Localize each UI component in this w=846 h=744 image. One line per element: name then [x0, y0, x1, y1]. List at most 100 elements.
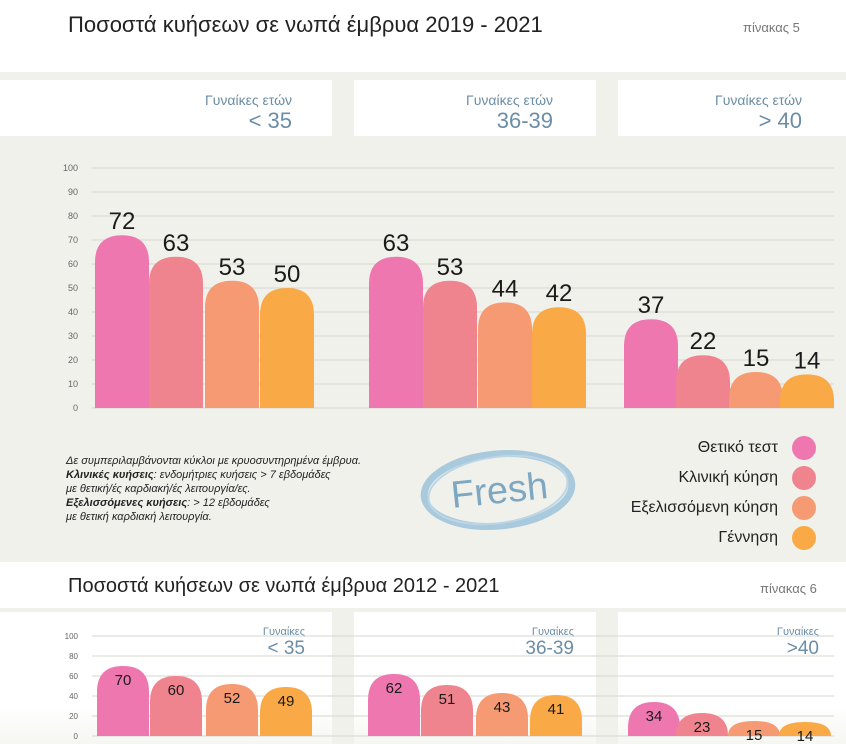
group-header-36-39: Γυναίκες ετών 36-39 [354, 80, 596, 136]
group-header-caption: Γυναίκες ετών [205, 92, 292, 108]
data-label: 34 [646, 708, 663, 725]
legend-label: Θετικό τεστ [697, 439, 778, 456]
group-header-over-40: Γυναίκες ετών > 40 [618, 80, 846, 136]
group-header-age: < 35 [267, 638, 305, 659]
y-tick-label: 80 [69, 652, 78, 661]
bar [676, 713, 728, 736]
bar [676, 355, 730, 408]
group-header-caption: Γυναίκες [262, 626, 305, 638]
bar [532, 307, 586, 408]
y-tick-label: 40 [69, 692, 78, 701]
chart-title: Ποσοστά κυήσεων σε νωπά έμβρυα 2012 - 20… [68, 575, 500, 597]
bar [628, 702, 680, 736]
chart-notes: Δε συμπεριλαμβάνονται κύκλοι με κρυοσυντ… [66, 454, 426, 524]
data-label: 53 [437, 254, 464, 281]
legend-swatch [792, 436, 816, 460]
y-tick-label: 70 [68, 235, 78, 245]
data-label: 37 [638, 292, 665, 319]
y-tick-label: 20 [68, 355, 78, 365]
data-label: 52 [224, 690, 241, 707]
note-clinical: Κλινικές κυήσεις: ενδομήτριες κυήσεις > … [66, 468, 426, 482]
bar [624, 319, 678, 408]
bar [95, 235, 149, 408]
data-label: 41 [548, 701, 565, 718]
chart-legend: Θετικό τεστ Κλινική κύηση Εξελισσόμενη κ… [560, 433, 816, 553]
legend-swatch [792, 496, 816, 520]
data-label: 15 [746, 727, 763, 744]
y-tick-label: 20 [69, 712, 78, 721]
bar [149, 256, 203, 408]
note-def: : > 12 εβδομάδες [187, 497, 270, 509]
note-term: Εξελισσόμενες κυήσεις [66, 497, 188, 509]
data-label: 63 [383, 230, 410, 257]
y-tick-label: 50 [68, 283, 78, 293]
y-tick-label: 60 [69, 672, 78, 681]
y-tick-label: 80 [68, 211, 78, 221]
group-header-caption: Γυναίκες ετών [466, 92, 553, 108]
data-label: 49 [278, 693, 295, 710]
note-def: : ενδομήτριες κυήσεις > 7 εβδομάδες [153, 469, 331, 481]
table-number: πίνακας 5 [743, 20, 800, 35]
group-header-caption: Γυναίκες [531, 626, 574, 638]
y-tick-label: 30 [68, 331, 78, 341]
note-line: με θετική/ές καρδιακή/ές λειτουργία/ες. [66, 483, 251, 495]
y-tick-label: 100 [65, 632, 79, 641]
legend-item-birth: Γέννηση [560, 523, 816, 553]
bar [368, 674, 420, 736]
y-tick-label: 90 [68, 187, 78, 197]
group-header-age: > 40 [758, 108, 802, 133]
legend-label: Εξελισσόμενη κύηση [630, 499, 778, 516]
data-label: 42 [546, 280, 573, 307]
bar [780, 374, 834, 408]
bar [729, 372, 783, 408]
legend-label: Κλινική κύηση [678, 469, 778, 486]
data-label: 72 [109, 208, 136, 235]
legend-item-positive-test: Θετικό τεστ [560, 433, 816, 463]
data-label: 53 [219, 254, 246, 281]
bar-chart-2012-2021: 100 80 60 40 20 0 70 60 52 49 62 51 43 41 34 23 15 14 [65, 632, 834, 744]
group-header-age: < 35 [248, 108, 292, 133]
bar [150, 676, 202, 736]
data-label: 22 [690, 328, 717, 355]
group-header-caption: Γυναίκες ετών [715, 92, 802, 108]
bar [97, 666, 149, 736]
note-ongoing: Εξελισσόμενες κυήσεις: > 12 εβδομάδες [66, 496, 426, 510]
y-tick-label: 0 [74, 732, 79, 741]
group-header-age: 36-39 [525, 638, 574, 659]
y-tick-label: 100 [63, 163, 78, 173]
note-term: Κλινικές κυήσεις [66, 469, 154, 481]
chart-title: Ποσοστά κυήσεων σε νωπά έμβρυα 2019 - 20… [68, 12, 543, 37]
data-label: 63 [163, 230, 190, 257]
data-label: 23 [694, 719, 711, 736]
bar [205, 280, 259, 408]
bar [530, 695, 582, 736]
legend-label: Γέννηση [718, 529, 778, 546]
fresh-stamp: Fresh [420, 450, 576, 530]
group-header-age: >40 [786, 638, 819, 659]
bar [206, 684, 258, 736]
bar [478, 302, 532, 408]
legend-swatch [792, 466, 816, 490]
group-header-age: 36-39 [496, 108, 553, 133]
data-label: 70 [115, 672, 132, 689]
group-header-under-35: Γυναίκες ετών < 35 [0, 80, 332, 136]
y-tick-label: 10 [68, 379, 78, 389]
data-label: 62 [386, 680, 403, 697]
legend-item-ongoing-pregnancy: Εξελισσόμενη κύηση [560, 493, 816, 523]
data-label: 60 [168, 682, 185, 699]
y-tick-label: 40 [68, 307, 78, 317]
data-label: 44 [492, 275, 519, 302]
bar [421, 685, 473, 736]
legend-item-clinical-pregnancy: Κλινική κύηση [560, 463, 816, 493]
data-label: 14 [797, 728, 814, 744]
group-header-caption: Γυναίκες [776, 626, 819, 638]
note-line: Δε συμπεριλαμβάνονται κύκλοι με κρυοσυντ… [66, 455, 362, 467]
stamp-text: Fresh [449, 465, 550, 517]
bar [779, 722, 831, 736]
data-label: 43 [494, 699, 511, 716]
data-label: 15 [743, 345, 770, 372]
y-tick-label: 0 [73, 403, 78, 413]
bar [260, 288, 314, 408]
note-line: με θετική καρδιακή λειτουργία. [66, 511, 212, 523]
